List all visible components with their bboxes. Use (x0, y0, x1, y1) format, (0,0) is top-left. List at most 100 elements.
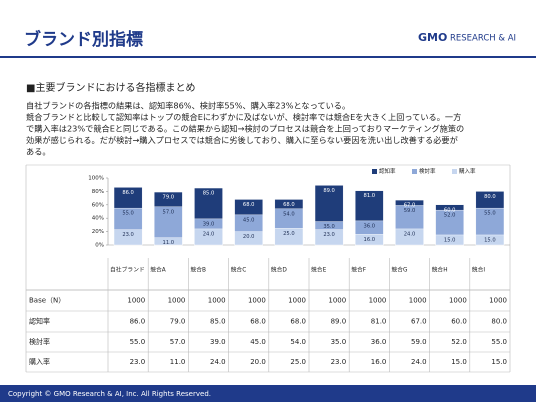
data-label: 80.0 (484, 194, 496, 200)
category-label: 競合H (432, 266, 448, 274)
y-tick-label: 100% (88, 176, 104, 182)
cell: 35.0 (331, 338, 347, 346)
data-label: 89.0 (323, 188, 335, 194)
cell: 1000 (288, 297, 306, 305)
bar (194, 228, 223, 246)
data-label: 23.0 (323, 232, 335, 238)
y-tick-label: 40% (92, 216, 104, 222)
cell: 1000 (489, 297, 507, 305)
bar (435, 234, 464, 246)
bar (314, 229, 344, 246)
cell: 15.0 (491, 358, 507, 366)
chart: 0% 20% 40% 60% 80% 100% 自社ブランド 86.0 55.0 23.0 競合A 7… (88, 167, 510, 274)
category-label: 競合A (150, 266, 166, 274)
y-tick-label: 20% (92, 229, 104, 235)
slide-title: ブランド別指標 (24, 29, 143, 50)
data-label: 11.0 (163, 240, 175, 246)
category-label: 競合E (311, 266, 327, 274)
cell: 79.0 (170, 318, 186, 326)
legend-swatch (372, 169, 377, 174)
data-label: 55.0 (122, 211, 134, 217)
cell: 67.0 (411, 318, 427, 326)
cell: 1000 (248, 297, 266, 305)
data-label: 15.0 (484, 237, 496, 243)
cell: 23.0 (331, 358, 347, 366)
cell: 20.0 (250, 358, 266, 366)
data-label: 67.0 (404, 203, 416, 209)
logo-main: GMO (418, 31, 447, 44)
data-label: 23.0 (122, 232, 134, 238)
cell: 15.0 (451, 358, 467, 366)
data-label: 16.0 (364, 237, 376, 243)
bar (234, 231, 263, 246)
cell: 68.0 (250, 318, 266, 326)
cell: 1000 (369, 297, 387, 305)
data-label: 59.0 (404, 208, 416, 214)
y-tick-label: 80% (92, 189, 104, 195)
cell: 60.0 (451, 318, 467, 326)
bar (274, 228, 304, 246)
cell: 55.0 (491, 338, 507, 346)
cell: 68.0 (290, 318, 306, 326)
data-label: 57.0 (163, 209, 175, 215)
paragraph-line: ある。 (26, 147, 51, 157)
row-label: 認知率 (29, 317, 50, 326)
y-tick-label: 60% (92, 202, 104, 208)
paragraph: 自社ブランドの各指標の結果は、認知率86%、検討率55%、購入率23%となってい… (26, 101, 464, 157)
paragraph-line: で購入率は23%で競合Eと同じである。この結果から認知→検討のプロセスは競合を上… (26, 124, 464, 134)
data-label: 54.0 (283, 211, 295, 217)
cell: 24.0 (210, 358, 226, 366)
data-label: 24.0 (203, 231, 215, 237)
data-label: 39.0 (203, 221, 215, 227)
cell: 24.0 (411, 358, 427, 366)
section-heading: ■主要ブランドにおける各指標まとめ (26, 81, 195, 94)
bar (355, 234, 384, 246)
cell: 1000 (328, 297, 346, 305)
data-label: 86.0 (122, 190, 134, 196)
row-label: Base（N） (29, 297, 65, 305)
category-label: 自社ブランド (110, 266, 145, 274)
paragraph-line: 競合ブランドと比較して認知率はトップの競合Eにわずかに及ばないが、検討率では競合… (26, 112, 461, 122)
cell: 59.0 (411, 338, 427, 346)
footer-text: Copyright © GMO Research & AI, Inc. All … (8, 390, 211, 398)
header-rule (0, 56, 536, 58)
legend-label: 検討率 (419, 167, 436, 175)
bar (395, 228, 424, 246)
row-label: 購入率 (29, 357, 50, 366)
cell: 11.0 (170, 358, 186, 366)
cell: 80.0 (491, 318, 507, 326)
cell: 1000 (168, 297, 186, 305)
data-label: 68.0 (283, 202, 295, 208)
cell: 1000 (449, 297, 467, 305)
data-label: 36.0 (364, 223, 376, 229)
category-label: 競合C (231, 266, 247, 274)
paragraph-line: 自社ブランドの各指標の結果は、認知率86%、検討率55%、購入率23%となってい… (26, 101, 350, 111)
legend-swatch (452, 169, 457, 174)
cell: 16.0 (371, 358, 387, 366)
cell: 86.0 (130, 318, 146, 326)
footer-bar (0, 385, 536, 402)
cell: 1000 (127, 297, 145, 305)
cell: 1000 (208, 297, 226, 305)
y-tick-label: 0% (95, 243, 104, 249)
data-label: 81.0 (364, 193, 376, 199)
cell: 39.0 (210, 338, 226, 346)
cell: 54.0 (290, 338, 306, 346)
data-label: 24.0 (404, 231, 416, 237)
bar (113, 229, 143, 246)
data-label: 55.0 (484, 211, 496, 217)
cell: 89.0 (331, 318, 347, 326)
cell: 85.0 (210, 318, 226, 326)
data-label: 60.0 (444, 207, 456, 213)
cell: 81.0 (371, 318, 387, 326)
legend-swatch (412, 169, 417, 174)
cell: 25.0 (290, 358, 306, 366)
data-label: 79.0 (163, 195, 175, 201)
legend-label: 購入率 (459, 167, 476, 175)
category-label: 競合G (391, 266, 408, 274)
data-label: 20.0 (243, 234, 255, 240)
bar (154, 237, 183, 246)
